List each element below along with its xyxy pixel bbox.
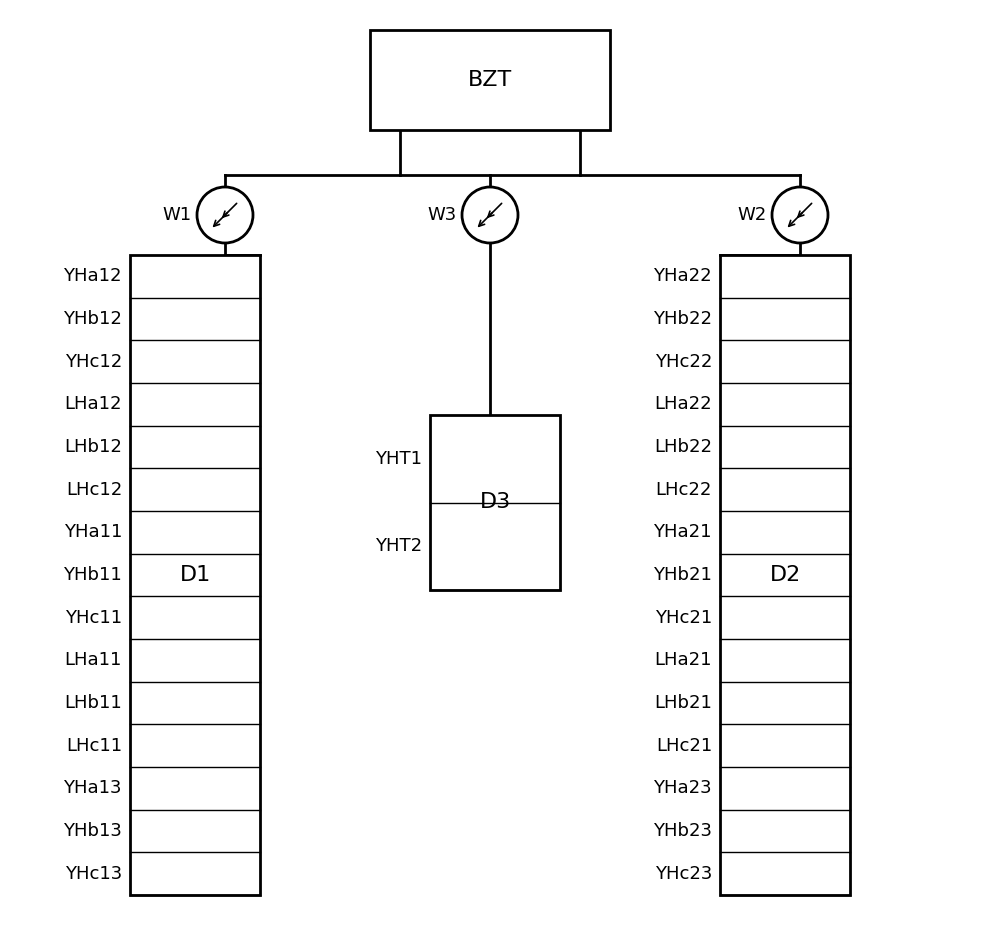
Text: YHT2: YHT2: [375, 537, 422, 555]
Text: YHa13: YHa13: [64, 779, 122, 797]
Text: LHa11: LHa11: [65, 652, 122, 670]
Text: D3: D3: [479, 492, 511, 513]
Text: LHa12: LHa12: [64, 395, 122, 413]
Text: W1: W1: [163, 206, 192, 224]
Text: LHc11: LHc11: [66, 737, 122, 755]
Circle shape: [462, 187, 518, 243]
Text: YHa21: YHa21: [654, 523, 712, 541]
Text: YHc22: YHc22: [655, 353, 712, 371]
Text: LHc22: LHc22: [656, 481, 712, 499]
Text: YHc11: YHc11: [65, 608, 122, 626]
Text: YHb21: YHb21: [653, 566, 712, 584]
Text: LHa22: LHa22: [654, 395, 712, 413]
Text: LHc12: LHc12: [66, 481, 122, 499]
Text: YHb23: YHb23: [653, 822, 712, 840]
Text: YHb22: YHb22: [653, 310, 712, 328]
Bar: [130, 255, 260, 895]
Text: YHa23: YHa23: [653, 779, 712, 797]
Circle shape: [772, 187, 828, 243]
Bar: [370, 30, 610, 130]
Bar: [720, 255, 850, 895]
Text: LHc21: LHc21: [656, 737, 712, 755]
Text: YHc21: YHc21: [655, 608, 712, 626]
Text: LHb21: LHb21: [654, 694, 712, 712]
Text: YHa12: YHa12: [64, 268, 122, 285]
Circle shape: [197, 187, 253, 243]
Text: W3: W3: [428, 206, 457, 224]
Text: YHa11: YHa11: [64, 523, 122, 541]
Text: W2: W2: [738, 206, 767, 224]
Text: LHb12: LHb12: [64, 438, 122, 456]
Text: YHc13: YHc13: [65, 865, 122, 883]
Text: LHb22: LHb22: [654, 438, 712, 456]
Text: D2: D2: [769, 565, 801, 585]
Text: YHT1: YHT1: [375, 450, 422, 468]
Text: YHc23: YHc23: [655, 865, 712, 883]
Text: LHa21: LHa21: [654, 652, 712, 670]
Text: LHb11: LHb11: [64, 694, 122, 712]
Text: YHb11: YHb11: [63, 566, 122, 584]
Text: D1: D1: [179, 565, 211, 585]
Bar: [430, 415, 560, 590]
Text: YHa22: YHa22: [653, 268, 712, 285]
Text: BZT: BZT: [468, 70, 512, 90]
Text: YHb12: YHb12: [63, 310, 122, 328]
Text: YHb13: YHb13: [63, 822, 122, 840]
Text: YHc12: YHc12: [65, 353, 122, 371]
